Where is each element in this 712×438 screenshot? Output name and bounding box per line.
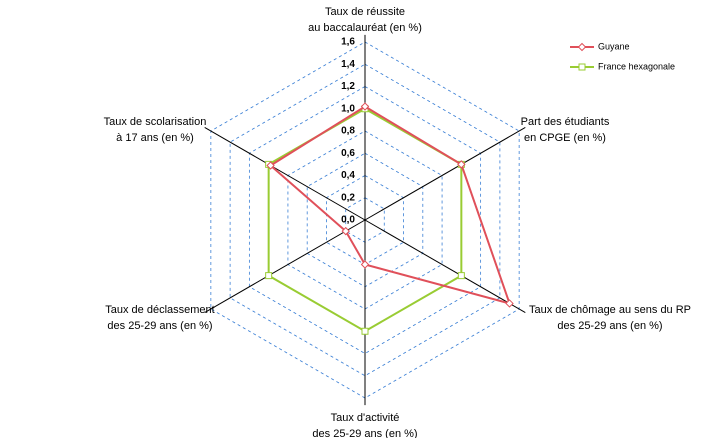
axis-line: [204, 219, 366, 313]
data-point: [360, 260, 370, 269]
r-tick-label: 0,0: [341, 215, 355, 226]
legend-marker: [578, 63, 586, 71]
r-tick-label: 0,6: [341, 148, 355, 159]
legend-label: France hexagonale: [598, 61, 675, 71]
r-tick-label: 1,6: [341, 37, 355, 48]
data-point: [505, 299, 514, 308]
axis-label: Part des étudiants: [521, 116, 610, 128]
data-point: [457, 160, 466, 169]
data-point: [341, 226, 350, 236]
data-point: [266, 161, 275, 170]
axis-line: [364, 219, 526, 313]
r-tick-label: 1,0: [341, 103, 355, 114]
data-point: [360, 102, 370, 111]
axis-line: [204, 127, 366, 221]
axis-label: au baccalauréat (en %): [308, 22, 422, 34]
axis-label: Taux de réussite: [325, 6, 405, 18]
axis-label: des 25-29 ans (en %): [557, 320, 662, 332]
axis-label: Taux d'activité: [331, 412, 400, 424]
r-tick-label: 0,2: [341, 192, 355, 203]
data-point: [265, 272, 273, 280]
axis-label: en CPGE (en %): [524, 132, 606, 144]
axis-label: Taux de scolarisation: [104, 116, 207, 128]
axis-line: [364, 127, 526, 221]
data-point: [361, 327, 369, 335]
axis-label: à 17 ans (en %): [116, 132, 194, 144]
axis-label: Taux de chômage au sens du RP: [529, 304, 691, 316]
r-tick-label: 0,8: [341, 126, 355, 137]
r-tick-label: 1,4: [341, 59, 355, 70]
r-tick-label: 1,2: [341, 81, 355, 92]
r-tick-label: 0,4: [341, 170, 355, 181]
legend-label: Guyane: [598, 41, 630, 51]
axis-label: Taux de déclassement: [105, 304, 214, 316]
axis-label: des 25-29 ans (en %): [107, 320, 212, 332]
legend-marker: [577, 42, 587, 52]
axis-label: des 25-29 ans (en %): [312, 428, 417, 438]
data-point: [457, 272, 465, 280]
